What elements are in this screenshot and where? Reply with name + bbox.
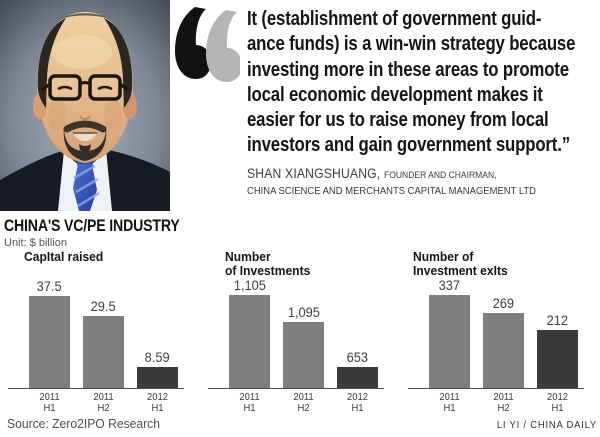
- tick-half: H1: [551, 402, 564, 414]
- plot-area: 1,105 1,095 653: [208, 278, 384, 389]
- bar-group: 1,105: [229, 278, 270, 388]
- portrait-illustration: [0, 0, 170, 211]
- plot-area: 337 269 212: [408, 278, 584, 389]
- quote-attribution: SHAN XIANGSHUANG, FOUNDER AND CHAIRMAN, C…: [247, 165, 536, 197]
- bar-group: 337: [429, 278, 470, 388]
- x-tick: 2011 H1: [231, 392, 268, 414]
- bar-group: 1,095: [283, 305, 324, 388]
- tick-year: 2011: [239, 391, 260, 403]
- tick-half: H1: [443, 402, 456, 414]
- bar-value-label: 653: [346, 350, 369, 365]
- tick-half: H1: [351, 402, 364, 414]
- x-tick: 2011 H2: [285, 392, 322, 414]
- bar: [137, 367, 178, 388]
- bar-value-label: 269: [492, 296, 515, 311]
- tick-year: 2012: [346, 391, 369, 403]
- x-axis-labels: 2011 H1 2011 H2 2012 H1: [208, 392, 390, 414]
- bar: [229, 295, 270, 388]
- tick-year: 2012: [546, 391, 569, 403]
- chart-number-of-investments: Number of Investments 1,105 1,095 653 20…: [208, 250, 390, 414]
- tick-half: H2: [497, 402, 510, 414]
- bar: [29, 296, 70, 388]
- tick-year: 2011: [93, 391, 114, 403]
- x-tick: 2011 H1: [431, 392, 468, 414]
- tick-half: H1: [43, 402, 56, 414]
- bar: [537, 330, 578, 388]
- bar-group: 212: [537, 313, 578, 388]
- bar-value-label: 1,095: [287, 305, 320, 320]
- attribution-role: FOUNDER AND CHAIRMAN,: [383, 170, 497, 181]
- bar: [483, 313, 524, 388]
- x-tick: 2012 H1: [539, 392, 576, 414]
- x-tick: 2011 H2: [85, 392, 122, 414]
- chart-title: CapItal raised: [24, 249, 104, 264]
- bar-value-label: 8.59: [145, 350, 170, 365]
- quote-comma-gray: [206, 10, 240, 82]
- artist-credit: LI YI / CHINA DAILY: [496, 420, 597, 431]
- attribution-organization: CHINA SCIENCE AND MERCHANTS CAPITAL MANA…: [247, 185, 536, 197]
- plot-area: 37.5 29.5 8.59: [8, 278, 184, 389]
- bar-group: 653: [337, 350, 378, 388]
- attribution-line-1: SHAN XIANGSHUANG, FOUNDER AND CHAIRMAN,: [247, 165, 536, 183]
- bar: [337, 367, 378, 388]
- bar-group: 29.5: [83, 299, 124, 388]
- bar: [83, 316, 124, 388]
- tick-half: H2: [97, 402, 110, 414]
- x-tick: 2011 H1: [31, 392, 68, 414]
- chart-capital-raised: CapItal raised 37.5 29.5 8.59 2011 H1 201…: [8, 250, 190, 414]
- quote-comma-black: [175, 7, 211, 79]
- tick-year: 2012: [146, 391, 169, 403]
- tick-half: H2: [297, 402, 310, 414]
- bar-value-label: 37.5: [37, 279, 62, 294]
- tick-year: 2011: [293, 391, 314, 403]
- portrait-photo: [0, 0, 170, 211]
- chart-title: Number of Investments: [225, 249, 311, 278]
- bar-group: 37.5: [29, 279, 70, 388]
- quote-text: It (establishment of government guid- an…: [247, 8, 576, 157]
- attribution-name: SHAN XIANGSHUANG,: [247, 166, 381, 181]
- tick-half: H1: [243, 402, 256, 414]
- x-axis-labels: 2011 H1 2011 H2 2012 H1: [408, 392, 590, 414]
- section-title: CHINA'S VC/PE INDUSTRY: [4, 216, 180, 235]
- tick-year: 2011: [493, 391, 514, 403]
- x-tick: 2011 H2: [485, 392, 522, 414]
- chart-title: Number of Investment exIts: [413, 249, 508, 278]
- tick-half: H1: [151, 402, 164, 414]
- bar: [283, 322, 324, 388]
- bar-value-label: 212: [546, 313, 569, 328]
- bar-value-label: 1,105: [233, 278, 266, 293]
- source-credit: Source: Zero2IPO Research: [7, 417, 160, 431]
- chart-number-of-investment-exits: Number of Investment exIts 337 269 212 2…: [408, 250, 590, 414]
- section-unit-label: Unit: $ billion: [4, 237, 67, 249]
- bar-value-label: 29.5: [91, 299, 116, 314]
- bar-group: 8.59: [137, 350, 178, 388]
- bar-group: 269: [483, 296, 524, 388]
- x-axis-labels: 2011 H1 2011 H2 2012 H1: [8, 392, 190, 414]
- x-tick: 2012 H1: [339, 392, 376, 414]
- tick-year: 2011: [39, 391, 60, 403]
- opening-quote-icon: [175, 7, 240, 82]
- bar-value-label: 337: [438, 278, 461, 293]
- bar: [429, 295, 470, 388]
- tick-year: 2011: [439, 391, 460, 403]
- x-tick: 2012 H1: [139, 392, 176, 414]
